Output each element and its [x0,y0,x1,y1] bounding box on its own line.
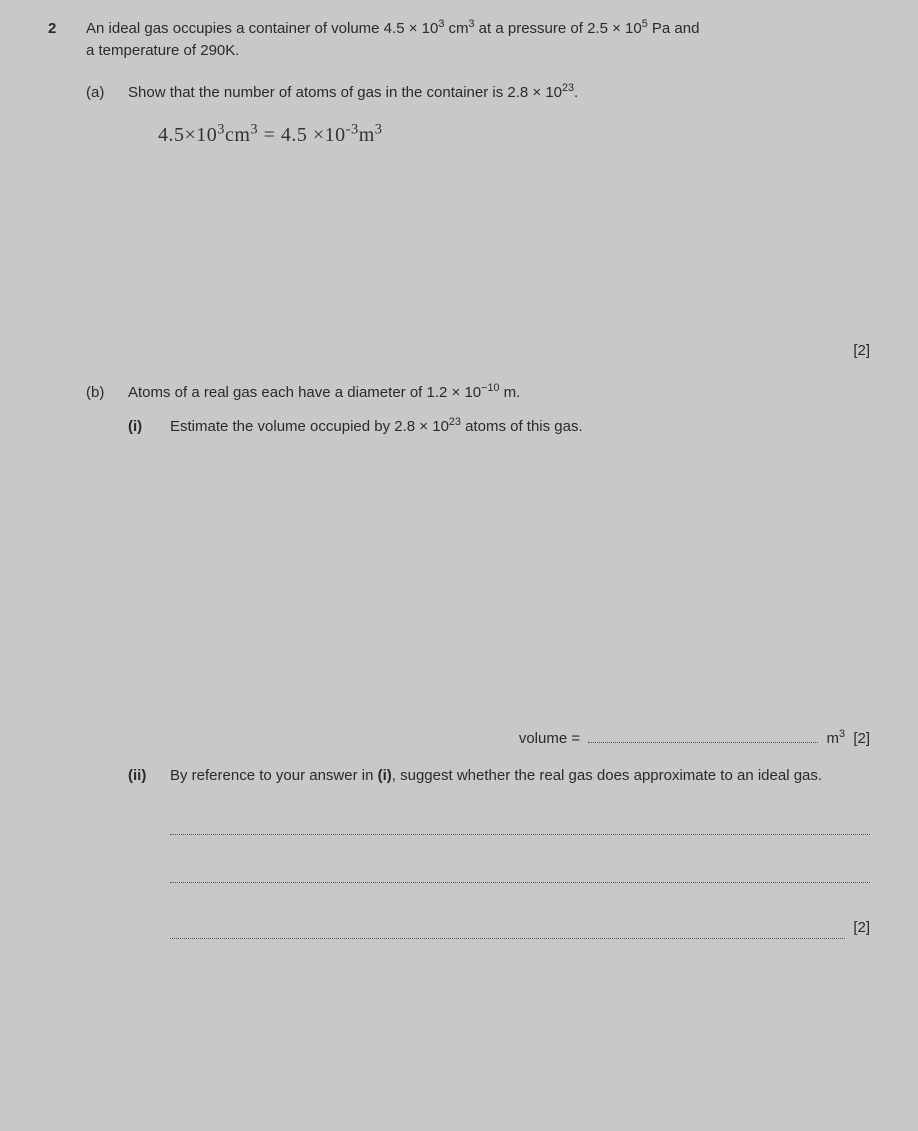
part-b-ii-text: By reference to your answer in (i), sugg… [170,765,870,787]
part-a: (a) Show that the number of atoms of gas… [86,82,870,363]
part-b-label: (b) [86,382,114,939]
volume-blank [588,731,818,743]
part-b-i-marks-value: [2] [853,730,870,747]
part-a-body: Show that the number of atoms of gas in … [128,82,870,363]
volume-label: volume = [519,730,580,747]
answer-line-2 [170,869,870,883]
answer-line-1 [170,821,870,835]
part-b-ii-marks: [2] [853,917,870,939]
part-b-i-label: (i) [128,416,156,750]
intro-line-1: An ideal gas occupies a container of vol… [86,18,870,40]
volume-answer-line: volume = m3 [2] [170,728,870,750]
part-b-i: (i) Estimate the volume occupied by 2.8 … [128,416,870,750]
part-b-ii-label: (ii) [128,765,156,939]
part-b-body: Atoms of a real gas each have a diameter… [128,382,870,939]
volume-unit: m3 [826,730,845,747]
part-a-text: Show that the number of atoms of gas in … [128,82,870,104]
question-number: 2 [48,18,68,939]
part-b-i-text: Estimate the volume occupied by 2.8 × 10… [170,416,870,438]
question-block: 2 An ideal gas occupies a container of v… [48,18,870,939]
part-b: (b) Atoms of a real gas each have a diam… [86,382,870,939]
question-body: An ideal gas occupies a container of vol… [86,18,870,939]
part-a-marks: [2] [128,340,870,362]
part-b-i-body: Estimate the volume occupied by 2.8 × 10… [170,416,870,750]
answer-line-3 [170,925,845,939]
handwritten-work: 4.5×103cm3 = 4.5 ×10-3m3 [158,121,870,150]
intro-line-2: a temperature of 290K. [86,40,870,62]
part-a-label: (a) [86,82,114,363]
part-b-text: Atoms of a real gas each have a diameter… [128,382,870,404]
part-b-ii: (ii) By reference to your answer in (i),… [128,765,870,939]
part-b-ii-body: By reference to your answer in (i), sugg… [170,765,870,939]
